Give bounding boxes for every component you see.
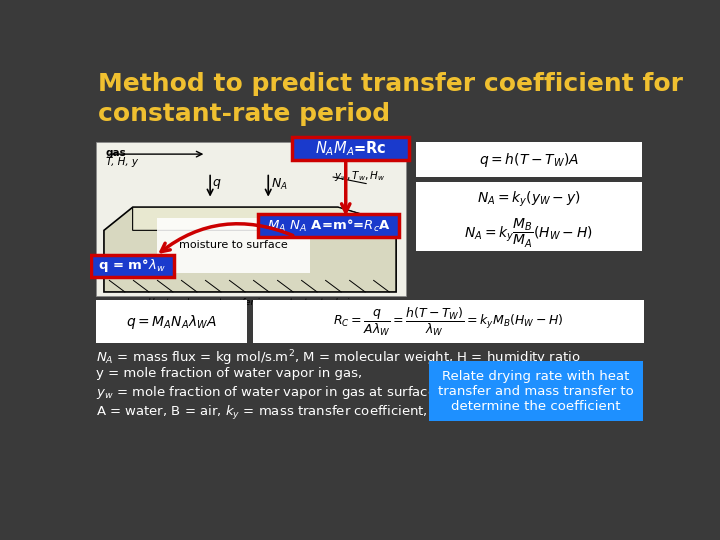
Text: $N_A$ = mass flux = kg mol/s.m$^2$, M = molecular weight, H = humidity ratio: $N_A$ = mass flux = kg mol/s.m$^2$, M = … [96, 348, 581, 368]
FancyBboxPatch shape [91, 255, 174, 276]
Polygon shape [132, 207, 377, 231]
FancyBboxPatch shape [96, 300, 248, 343]
FancyBboxPatch shape [415, 142, 642, 177]
FancyBboxPatch shape [415, 215, 642, 251]
FancyBboxPatch shape [253, 300, 644, 343]
Text: $y_w$ = mole fraction of water vapor in gas at surface,: $y_w$ = mole fraction of water vapor in … [96, 384, 441, 401]
Text: $M_A$ $N_A$ A=m°=$R_c$A: $M_A$ $N_A$ A=m°=$R_c$A [267, 218, 390, 234]
Text: $N_A = k_y(y_W - y)$: $N_A = k_y(y_W - y)$ [477, 190, 580, 209]
FancyBboxPatch shape [258, 214, 399, 237]
FancyBboxPatch shape [415, 182, 642, 217]
Text: constant-rate period: constant-rate period [98, 102, 390, 126]
Text: $R_C = \dfrac{q}{A\lambda_W} = \dfrac{h(T-T_W)}{\lambda_W} = k_y M_B(H_W - H)$: $R_C = \dfrac{q}{A\lambda_W} = \dfrac{h(… [333, 306, 564, 338]
Text: Method to predict transfer coefficient for: Method to predict transfer coefficient f… [98, 72, 683, 97]
Text: $N_A = k_y \dfrac{M_B}{M_A}(H_W - H)$: $N_A = k_y \dfrac{M_B}{M_A}(H_W - H)$ [464, 217, 593, 250]
FancyBboxPatch shape [96, 142, 406, 296]
Text: Relate drying rate with heat
transfer and mass transfer to
determine the coeffic: Relate drying rate with heat transfer an… [438, 370, 634, 413]
FancyBboxPatch shape [428, 361, 642, 421]
Text: $q$: $q$ [212, 177, 222, 191]
Text: moisture to surface: moisture to surface [179, 240, 288, 251]
Polygon shape [104, 207, 396, 292]
Text: $q = h(T - T_W)A$: $q = h(T - T_W)A$ [479, 151, 579, 168]
Text: Heat and mass transfer in constant-rate drying.: Heat and mass transfer in constant-rate … [148, 298, 364, 307]
Text: $N_A$: $N_A$ [271, 177, 287, 192]
Text: $q = M_A N_A \lambda_W A$: $q = M_A N_A \lambda_W A$ [126, 313, 217, 330]
FancyBboxPatch shape [292, 137, 408, 160]
Text: gas: gas [106, 148, 126, 158]
Text: A = water, B = air, $k_y$ = mass transfer coefficient, $\lambda_w$ = latent heat: A = water, B = air, $k_y$ = mass transfe… [96, 403, 644, 422]
Text: $N_AM_A$=Rc: $N_AM_A$=Rc [315, 139, 386, 158]
Text: T, H, y: T, H, y [106, 157, 138, 167]
Text: $y_w, T_w, H_w$: $y_w, T_w, H_w$ [334, 168, 386, 183]
Text: q = m°$\lambda_w$: q = m°$\lambda_w$ [99, 257, 166, 274]
Text: y = mole fraction of water vapor in gas,: y = mole fraction of water vapor in gas, [96, 367, 362, 380]
